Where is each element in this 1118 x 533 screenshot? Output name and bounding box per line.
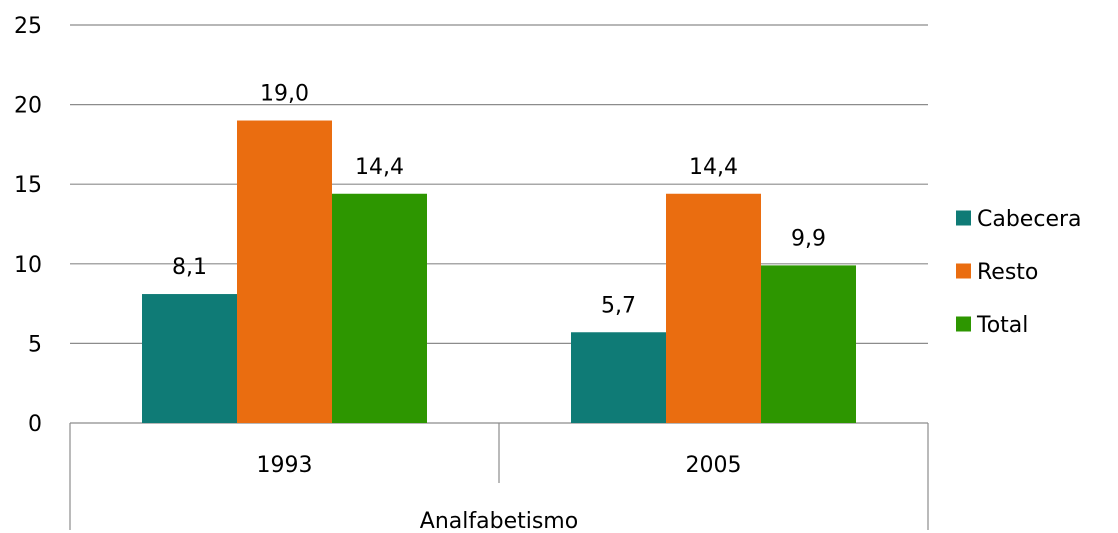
y-axis-ticks: 0 5 10 15 20 25 xyxy=(14,14,42,437)
data-labels: 8,1 19,0 14,4 5,7 14,4 9,9 xyxy=(172,82,826,319)
data-label: 8,1 xyxy=(172,255,207,280)
x-group-label: Analfabetismo xyxy=(420,509,578,533)
legend-swatch-total xyxy=(956,316,971,332)
legend-swatch-cabecera xyxy=(956,210,971,226)
legend-label: Total xyxy=(976,313,1028,338)
bar-cabecera-1993 xyxy=(142,294,237,423)
y-tick-label: 15 xyxy=(14,173,42,198)
y-tick-label: 0 xyxy=(28,412,42,437)
y-tick-label: 10 xyxy=(14,253,42,278)
x-category-label: 2005 xyxy=(686,453,742,478)
data-label: 14,4 xyxy=(689,155,738,180)
data-label: 5,7 xyxy=(601,293,636,318)
legend-label: Cabecera xyxy=(977,207,1082,232)
data-label: 9,9 xyxy=(791,226,826,251)
legend-swatch-resto xyxy=(956,263,971,279)
y-tick-label: 20 xyxy=(14,94,42,119)
data-label: 19,0 xyxy=(260,82,309,107)
bar-total-1993 xyxy=(332,193,427,423)
x-category-label: 1993 xyxy=(257,453,313,478)
bar-resto-1993 xyxy=(237,120,332,424)
data-label: 14,4 xyxy=(355,155,404,180)
bar-resto-2005 xyxy=(666,193,761,423)
x-axis: 1993 2005 Analfabetismo xyxy=(69,423,929,533)
bar-cabecera-2005 xyxy=(571,332,666,423)
legend: Cabecera Resto Total xyxy=(956,207,1082,338)
y-tick-label: 25 xyxy=(14,14,42,39)
bar-total-2005 xyxy=(761,265,856,423)
y-tick-label: 5 xyxy=(28,332,42,357)
bars xyxy=(142,120,856,424)
legend-label: Resto xyxy=(977,260,1038,285)
